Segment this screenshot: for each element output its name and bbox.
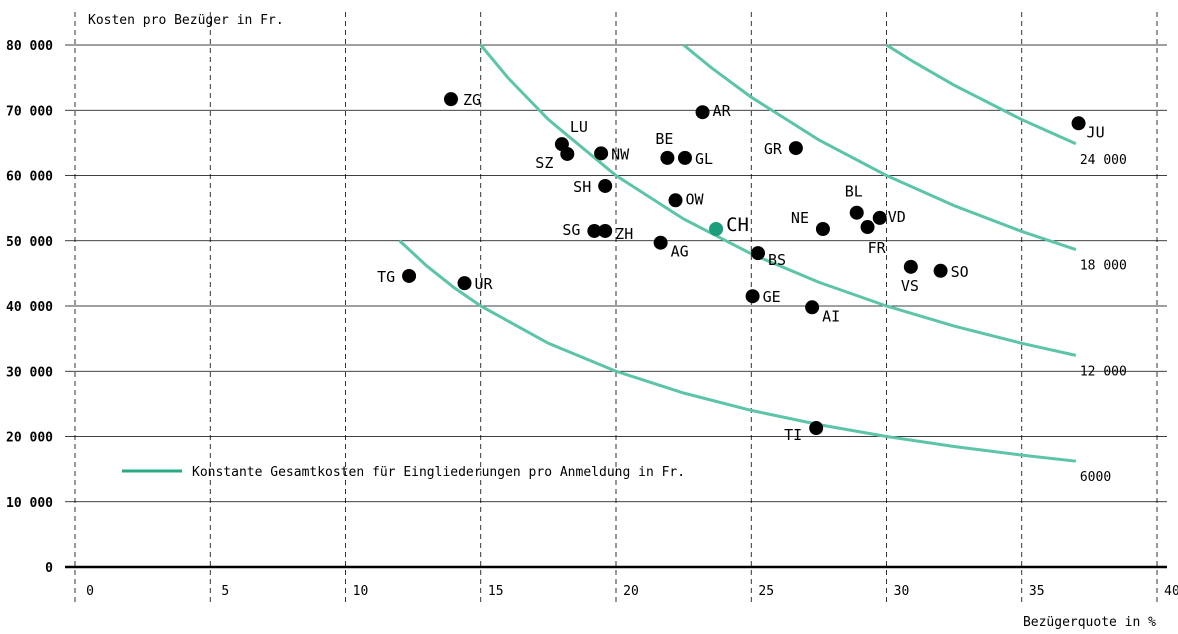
point <box>933 263 948 278</box>
x-tick-label: 25 <box>758 584 774 599</box>
point <box>903 259 918 274</box>
y-tick-label: 10 000 <box>6 496 53 511</box>
y-tick-label: 40 000 <box>6 300 53 315</box>
point-label: SH <box>573 178 591 196</box>
point <box>695 105 710 120</box>
point <box>668 193 683 208</box>
point-label: JU <box>1087 123 1105 141</box>
point-label: OW <box>686 190 705 208</box>
point <box>653 235 668 250</box>
point-label: VS <box>901 277 919 295</box>
curve-label: 18 000 <box>1080 259 1127 274</box>
point-label: TG <box>377 268 395 286</box>
x-axis-label: Bezügerquote in % <box>1023 615 1156 630</box>
point <box>457 276 472 291</box>
y-tick-label: 20 000 <box>6 431 53 446</box>
point <box>805 300 820 315</box>
point <box>745 289 760 304</box>
point-label: SG <box>562 221 580 239</box>
point <box>598 223 613 238</box>
point-label: TI <box>784 426 802 444</box>
point-label: AG <box>671 243 689 261</box>
x-tick-label: 5 <box>221 584 229 599</box>
y-tick-label: 50 000 <box>6 235 53 250</box>
point-label: GL <box>695 150 713 168</box>
legend-label: Konstante Gesamtkosten für Eingliederung… <box>192 465 685 480</box>
x-tick-label: 30 <box>894 584 910 599</box>
point-label: UR <box>475 275 494 293</box>
y-axis-label: Kosten pro Bezüger in Fr. <box>88 13 284 28</box>
point <box>587 223 602 238</box>
point-label: ZG <box>463 91 481 109</box>
highlight-label: CH <box>726 214 749 236</box>
point-label: SO <box>951 263 969 281</box>
point-label: BE <box>655 130 673 148</box>
point <box>402 268 417 283</box>
point-label: NW <box>611 145 630 163</box>
point-label: AI <box>822 307 840 325</box>
point-label: SZ <box>535 154 553 172</box>
point <box>443 92 458 107</box>
point-label: FR <box>868 239 887 257</box>
curve-label: 24 000 <box>1080 153 1127 168</box>
point <box>598 178 613 193</box>
point-label: ZH <box>615 225 633 243</box>
x-tick-label: 20 <box>623 584 639 599</box>
point-label: LU <box>570 118 588 136</box>
point <box>751 246 766 261</box>
point <box>872 210 887 225</box>
curve-label: 12 000 <box>1080 364 1127 379</box>
point-label: BL <box>845 183 863 201</box>
point-label: AR <box>713 102 732 120</box>
y-tick-label: 80 000 <box>6 39 53 54</box>
point <box>815 222 830 237</box>
curve <box>682 43 1077 251</box>
x-tick-label: 10 <box>353 584 369 599</box>
point <box>1071 116 1086 131</box>
curve <box>479 44 1077 357</box>
point <box>677 150 692 165</box>
point <box>849 205 864 220</box>
x-tick-label: 35 <box>1029 584 1045 599</box>
point <box>660 150 675 165</box>
point-label: BS <box>768 251 786 269</box>
y-tick-label: 0 <box>45 561 53 576</box>
point <box>860 220 875 235</box>
point-label: GR <box>764 140 783 158</box>
y-tick-label: 30 000 <box>6 365 53 380</box>
highlight-point <box>709 222 724 237</box>
x-tick-label: 40 <box>1164 584 1178 599</box>
curve-label: 6000 <box>1080 470 1111 485</box>
point <box>560 146 575 161</box>
y-tick-label: 60 000 <box>6 170 53 185</box>
point <box>788 141 803 156</box>
point-label: VD <box>888 208 906 226</box>
x-tick-label: 0 <box>86 584 94 599</box>
point <box>594 146 609 161</box>
curve <box>885 43 1077 146</box>
point <box>809 421 824 436</box>
point-label: NE <box>791 209 809 227</box>
curve <box>398 239 1077 463</box>
x-tick-label: 15 <box>488 584 504 599</box>
point-label: GE <box>763 288 781 306</box>
y-tick-label: 70 000 <box>6 104 53 119</box>
